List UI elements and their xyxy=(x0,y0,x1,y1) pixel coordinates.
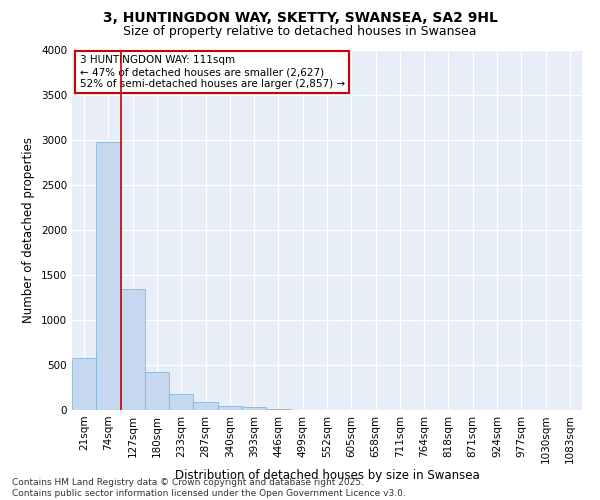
Bar xyxy=(193,402,218,410)
Text: 3 HUNTINGDON WAY: 111sqm
← 47% of detached houses are smaller (2,627)
52% of sem: 3 HUNTINGDON WAY: 111sqm ← 47% of detach… xyxy=(80,56,345,88)
Bar xyxy=(96,142,121,410)
Y-axis label: Number of detached properties: Number of detached properties xyxy=(22,137,35,323)
Text: 3, HUNTINGDON WAY, SKETTY, SWANSEA, SA2 9HL: 3, HUNTINGDON WAY, SKETTY, SWANSEA, SA2 … xyxy=(103,12,497,26)
Text: Contains HM Land Registry data © Crown copyright and database right 2025.
Contai: Contains HM Land Registry data © Crown c… xyxy=(12,478,406,498)
Bar xyxy=(145,372,169,410)
Bar xyxy=(169,394,193,410)
Bar xyxy=(72,358,96,410)
Bar xyxy=(121,290,145,410)
Bar xyxy=(218,406,242,410)
Bar xyxy=(242,407,266,410)
X-axis label: Distribution of detached houses by size in Swansea: Distribution of detached houses by size … xyxy=(175,469,479,482)
Text: Size of property relative to detached houses in Swansea: Size of property relative to detached ho… xyxy=(123,25,477,38)
Bar xyxy=(266,409,290,410)
